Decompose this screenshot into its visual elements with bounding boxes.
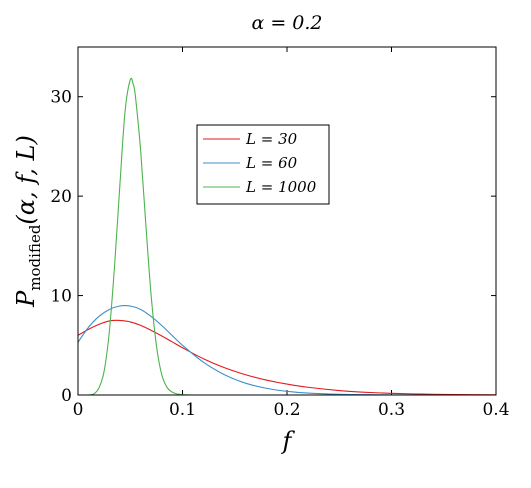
legend-label-3: L = 1000 [245,178,317,196]
plot-frame [77,46,497,396]
y-tick-label: 0 [61,386,72,406]
y-tick-label: 30 [50,88,72,108]
series-line-1 [77,319,497,396]
x-tick-label: 0.2 [273,400,300,420]
legend-label-2: L = 60 [245,154,298,172]
legend: L = 30 L = 60 L = 1000 [196,124,330,205]
svg-text:Pmodified(α, f, L): Pmodified(α, f, L) [12,135,44,308]
y-axis-label-args: (α, f, L) [12,135,40,224]
y-tick-label: 10 [50,287,72,307]
legend-label-1: L = 30 [245,130,298,148]
legend-box [196,124,330,205]
x-axis-label: f [281,427,296,455]
axis-ticks: 0 0.1 0.2 0.3 0.4 0 10 20 30 [50,47,510,420]
x-tick-label: 0.1 [169,400,196,420]
chart-title: α = 0.2 [251,12,322,34]
series-line-2 [77,305,496,396]
y-axis-label-main: P [12,290,40,308]
y-axis-label: Pmodified(α, f, L) [12,135,44,308]
y-axis-label-sub: modified [26,224,44,291]
x-tick-label: 0.4 [482,400,509,420]
x-tick-label: 0.3 [378,400,405,420]
y-tick-label: 20 [50,187,72,207]
x-tick-label: 0 [73,400,84,420]
